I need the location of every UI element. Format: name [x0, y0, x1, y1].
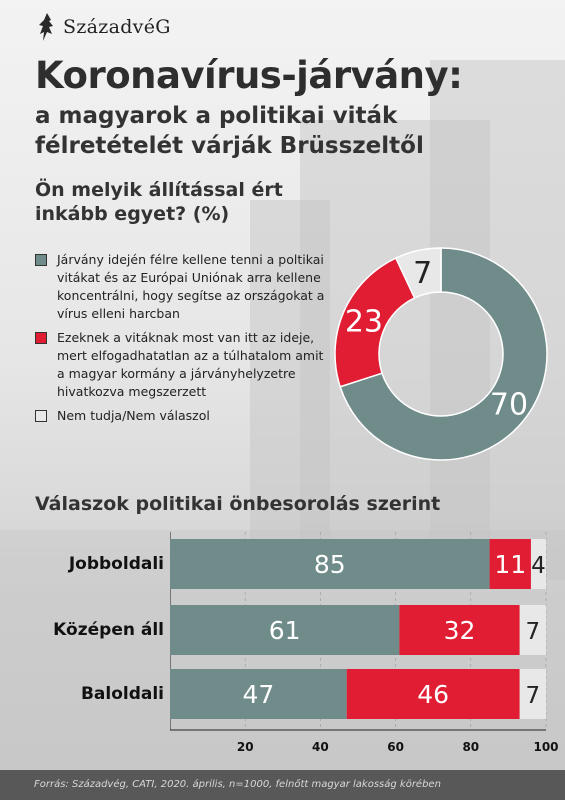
bar-segment-dontknow	[519, 669, 546, 719]
bar-value-label: 46	[417, 680, 449, 709]
bar-segment-dontknow	[519, 605, 546, 655]
bar-value-label: 32	[444, 616, 476, 645]
legend-swatch-red	[35, 332, 47, 344]
brand-name: SzázadvéG	[63, 16, 171, 38]
x-tick-label: 20	[237, 740, 254, 754]
donut-slice-agree	[339, 247, 548, 461]
bar-segment-dontknow	[530, 539, 546, 589]
legend-item-dontknow: Nem tudja/Nem válaszol	[35, 407, 330, 425]
page-subtitle: a magyarok a politikai viták félretételé…	[35, 103, 424, 159]
bar-segment-agree	[170, 669, 347, 719]
donut-value-label: 7	[413, 256, 432, 291]
page-title: Koronavírus-járvány:	[35, 54, 463, 97]
section-title: Válaszok politikai önbesorolás szerint	[35, 493, 441, 515]
bar-value-label: 61	[269, 616, 301, 645]
legend-label: Járvány idején félre kellene tenni a pol…	[57, 252, 325, 321]
bar-value-label: 85	[314, 550, 346, 579]
brand-logo: SzázadvéG	[37, 12, 171, 42]
bar-segment-disagree	[399, 605, 520, 655]
stacked-bar-chart: 20 40 60 80 100 85 11 4 61 32 7 47 46 7	[170, 532, 559, 754]
bar-segment-agree	[170, 605, 400, 655]
bar-category-label: Baloldali	[80, 684, 164, 704]
x-tick-label: 60	[387, 740, 404, 754]
donut-chart: 70 23 7	[334, 247, 548, 461]
x-tick-label: 100	[533, 740, 558, 754]
legend-swatch-light	[35, 410, 47, 422]
legend-label: Ezeknek a vitáknak most van itt az ideje…	[57, 330, 324, 399]
survey-question: Ön melyik állítással ért inkább egyet? (…	[35, 179, 283, 225]
bar-value-label: 7	[526, 619, 541, 645]
donut-value-label: 70	[490, 387, 528, 422]
legend-item-agree: Járvány idején félre kellene tenni a pol…	[35, 251, 330, 323]
bar-value-label: 4	[531, 553, 546, 579]
bar-segment-agree	[170, 539, 490, 589]
chart-legend: Járvány idején félre kellene tenni a pol…	[35, 251, 330, 431]
legend-swatch-gray	[35, 254, 47, 266]
x-tick-label: 40	[312, 740, 329, 754]
source-note: Forrás: Századvég, CATI, 2020. április, …	[0, 770, 565, 800]
legend-item-disagree: Ezeknek a vitáknak most van itt az ideje…	[35, 329, 330, 401]
bar-segment-disagree	[346, 669, 520, 719]
legend-label: Nem tudja/Nem válaszol	[57, 408, 210, 423]
bar-value-label: 7	[526, 683, 541, 709]
donut-slice-dontknow	[394, 247, 442, 299]
bar-value-label: 47	[242, 680, 274, 709]
bar-segment-disagree	[489, 539, 531, 589]
bar-value-label: 11	[494, 550, 526, 579]
bar-category-label: Középen áll	[53, 620, 164, 640]
bar-category-label: Jobboldali	[68, 554, 164, 574]
x-tick-label: 80	[462, 740, 479, 754]
donut-value-label: 23	[345, 305, 383, 340]
lion-logo-icon	[39, 13, 53, 41]
